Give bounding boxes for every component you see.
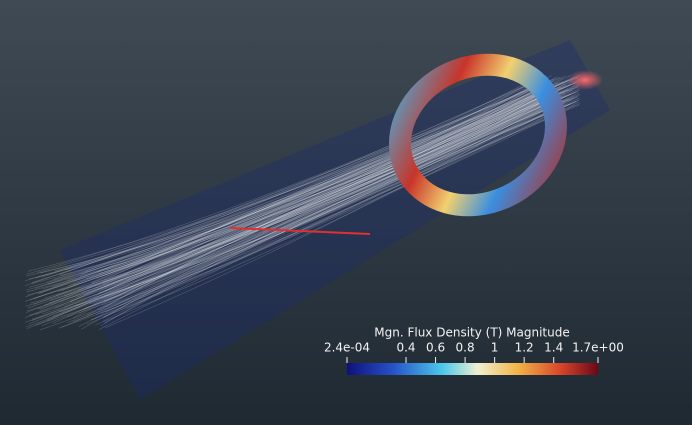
page: Mgn. Flux Density (T) Magnitude 2.4e-04 0… bbox=[0, 0, 692, 425]
colorbar-tick-label: 1 bbox=[491, 341, 499, 355]
colorbar bbox=[347, 363, 598, 375]
colorbar-title: Mgn. Flux Density (T) Magnitude bbox=[374, 326, 569, 340]
colorbar-tick-label: 0.6 bbox=[426, 341, 445, 355]
colorbar-tick-label: 1.7e+00 bbox=[572, 341, 624, 355]
colorbar-tick-label: 1.2 bbox=[515, 341, 534, 355]
colorbar-tick-label: 0.4 bbox=[396, 341, 415, 355]
colorbar-tick-label: 2.4e-04 bbox=[324, 341, 370, 355]
colorbar-tick-label: 0.8 bbox=[456, 341, 475, 355]
colorbar-tick-label: 1.4 bbox=[544, 341, 563, 355]
red-glow bbox=[567, 70, 603, 90]
render-view: Mgn. Flux Density (T) Magnitude 2.4e-04 0… bbox=[0, 0, 692, 425]
